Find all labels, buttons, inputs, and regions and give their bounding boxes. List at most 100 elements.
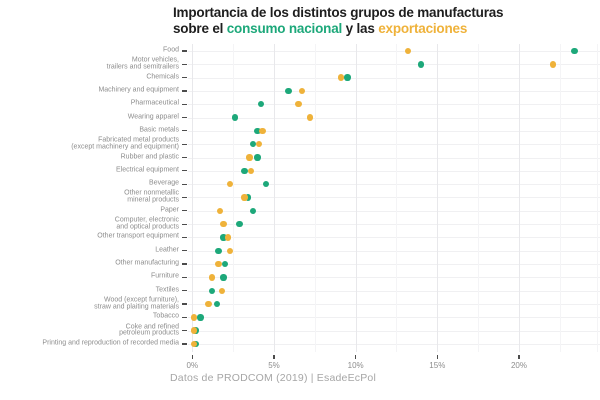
gridline-horizontal bbox=[188, 290, 600, 292]
dot-exportaciones bbox=[220, 220, 227, 228]
dot-exportaciones bbox=[259, 127, 266, 135]
dot-exportaciones bbox=[190, 327, 198, 334]
category-label: Basic metals bbox=[139, 126, 179, 134]
source-caption: Datos de PRODCOM (2019) | EsadeEcPol bbox=[170, 372, 377, 384]
x-axis-tick-label: 15% bbox=[429, 361, 446, 370]
y-axis-tick bbox=[182, 223, 187, 225]
y-axis-tick bbox=[182, 210, 187, 212]
dot-consumo-nacional bbox=[213, 300, 220, 308]
y-axis-tick bbox=[182, 290, 187, 292]
y-axis-tick bbox=[182, 276, 187, 278]
gridline-vertical-minor bbox=[478, 44, 480, 352]
category-label: Coke and refined petroleum products bbox=[119, 323, 179, 337]
dot-exportaciones bbox=[226, 247, 234, 254]
category-label: Wood (except furniture), straw and plaiti… bbox=[94, 296, 179, 311]
category-label: Other transport equipment bbox=[97, 233, 179, 241]
plot-area bbox=[188, 44, 600, 352]
dot-exportaciones bbox=[298, 87, 305, 95]
gridline-horizontal bbox=[188, 330, 600, 332]
dot-consumo-nacional bbox=[254, 127, 261, 135]
category-label: Food bbox=[163, 46, 179, 54]
dot-exportaciones bbox=[215, 260, 222, 268]
gridline-horizontal bbox=[188, 117, 600, 119]
gridline-vertical-minor bbox=[596, 44, 598, 352]
dot-exportaciones bbox=[218, 287, 225, 294]
category-label: Chemicals bbox=[146, 73, 179, 81]
gridline-horizontal bbox=[188, 51, 600, 52]
gridline-vertical-minor bbox=[233, 44, 235, 352]
y-axis-tick bbox=[182, 90, 187, 92]
gridline-vertical-major bbox=[192, 44, 194, 352]
gridline-horizontal bbox=[188, 157, 600, 159]
gridline-horizontal bbox=[188, 304, 600, 306]
dot-consumo-nacional bbox=[215, 247, 222, 254]
category-label: Printing and reproduction of recorded me… bbox=[42, 339, 179, 347]
gridline-horizontal bbox=[188, 197, 600, 199]
dot-consumo-nacional bbox=[257, 101, 265, 108]
category-label: Tobacco bbox=[152, 313, 179, 321]
y-axis-tick bbox=[182, 196, 187, 199]
dot-exportaciones bbox=[241, 194, 248, 201]
dot-exportaciones bbox=[208, 274, 216, 281]
y-axis-tick bbox=[182, 236, 187, 239]
x-axis-tick-label: 0% bbox=[186, 361, 199, 370]
category-label: Textiles bbox=[155, 286, 179, 294]
gridline-vertical-minor bbox=[314, 44, 316, 352]
category-label: Computer, electronic and optical products bbox=[114, 216, 179, 231]
chart-title: Importancia de los distintos grupos de m… bbox=[173, 5, 593, 37]
category-label: Furniture bbox=[150, 273, 179, 281]
x-axis-tick bbox=[518, 355, 520, 359]
gridline-horizontal bbox=[188, 317, 600, 319]
gridline-horizontal bbox=[188, 210, 600, 212]
x-axis-tick-label: 5% bbox=[268, 361, 280, 370]
y-axis-tick bbox=[182, 183, 187, 185]
category-label: Rubber and plastic bbox=[120, 153, 179, 161]
x-axis-tick bbox=[355, 355, 357, 359]
dot-consumo-nacional bbox=[236, 220, 243, 228]
y-axis-tick bbox=[182, 170, 187, 172]
category-label: Paper bbox=[160, 206, 179, 214]
gridline-horizontal bbox=[188, 343, 600, 345]
category-label: Machinery and equipment bbox=[98, 86, 179, 94]
gridline-vertical-major bbox=[355, 44, 357, 352]
title-line1: Importancia de los distintos grupos de m… bbox=[173, 5, 504, 20]
gridline-horizontal bbox=[188, 77, 600, 79]
dot-consumo-nacional bbox=[220, 274, 227, 281]
dot-consumo-nacional bbox=[249, 141, 256, 148]
category-label: Wearing apparel bbox=[127, 113, 179, 121]
dot-exportaciones bbox=[256, 141, 263, 148]
x-axis-tick bbox=[273, 355, 275, 359]
gridline-vertical-major bbox=[437, 44, 439, 352]
dot-consumo-nacional bbox=[571, 47, 578, 55]
category-label: Beverage bbox=[149, 179, 179, 187]
dot-exportaciones bbox=[225, 234, 232, 241]
y-axis-tick bbox=[182, 77, 187, 79]
gridline-horizontal bbox=[188, 224, 600, 226]
y-axis-tick bbox=[182, 316, 187, 318]
title-line2: sobre el consumo nacional y las exportac… bbox=[173, 21, 593, 37]
dot-consumo-nacional bbox=[220, 234, 227, 241]
title-line2-prefix: sobre el bbox=[173, 21, 227, 36]
dot-consumo-nacional bbox=[344, 74, 351, 81]
category-label: Leather bbox=[155, 246, 179, 254]
y-axis-tick bbox=[182, 116, 187, 119]
dot-exportaciones bbox=[550, 61, 557, 68]
y-axis-tick bbox=[182, 63, 187, 65]
y-axis-tick bbox=[182, 303, 187, 305]
dot-consumo-nacional bbox=[417, 61, 425, 68]
dot-exportaciones bbox=[295, 101, 302, 108]
dot-exportaciones bbox=[337, 74, 345, 81]
category-label: Motor vehicles, trailers and semitrailers bbox=[106, 56, 179, 71]
y-axis-tick bbox=[182, 156, 187, 159]
gridline-horizontal bbox=[188, 237, 600, 239]
gridline-horizontal bbox=[188, 170, 600, 172]
x-axis-tick-label: 20% bbox=[510, 361, 527, 370]
dot-consumo-nacional bbox=[262, 180, 269, 188]
dot-exportaciones bbox=[190, 314, 198, 321]
gridline-horizontal bbox=[188, 90, 600, 92]
gridline-horizontal bbox=[188, 264, 600, 266]
dot-exportaciones bbox=[306, 114, 314, 121]
gridline-vertical-major bbox=[273, 44, 275, 352]
y-axis-tick bbox=[182, 343, 187, 345]
gridline-horizontal bbox=[188, 144, 600, 146]
